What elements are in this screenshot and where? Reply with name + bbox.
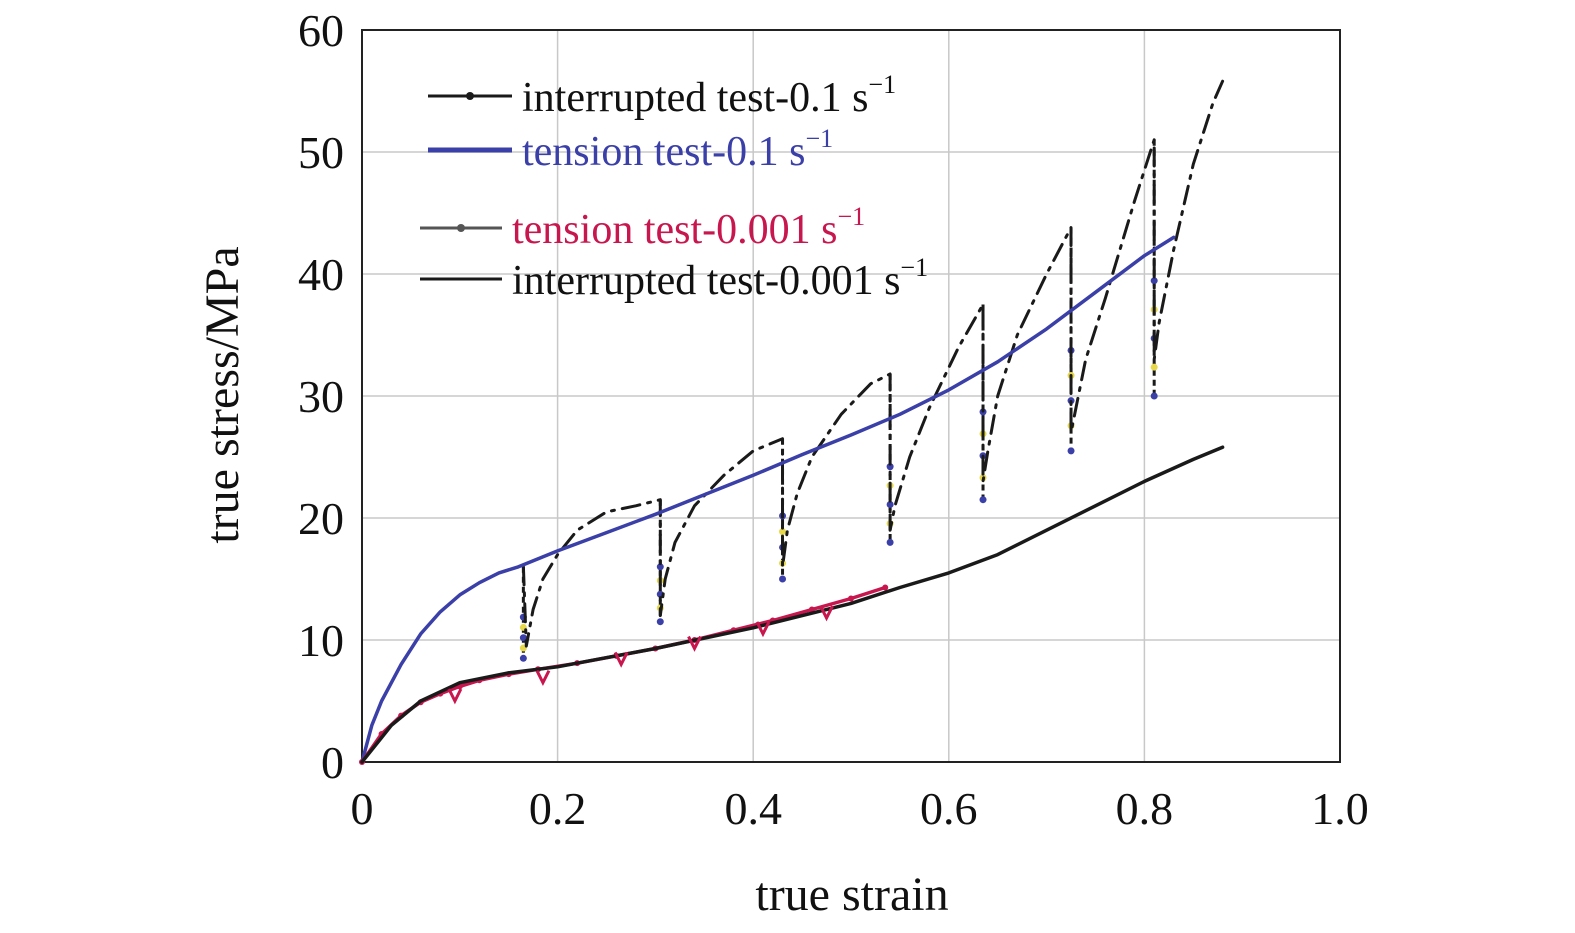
- drop-point: [1067, 447, 1075, 455]
- drop-point: [779, 528, 787, 536]
- plot-frame: [361, 29, 1341, 763]
- x-tick-label: 0.8: [1116, 783, 1174, 834]
- y-tick-label: 20: [298, 493, 344, 544]
- x-tick-label: 0.2: [529, 783, 587, 834]
- legend-exponent-0: −1: [868, 70, 896, 99]
- drop-point: [1150, 392, 1158, 400]
- drop-point: [1150, 277, 1158, 285]
- axis-ticks: 0 0.2 0.4 0.6 0.8 1.0 0 10 20 30 40 50 60: [298, 5, 1369, 834]
- drop-point: [656, 618, 664, 626]
- x-tick-label: 0: [351, 783, 374, 834]
- series-layer: [359, 79, 1225, 765]
- drop-point: [1150, 363, 1158, 371]
- drop-point: [519, 654, 527, 662]
- drop-point: [656, 563, 664, 571]
- legend-label-0: interrupted test-0.1 s−1: [522, 70, 896, 121]
- legend-exponent-3: −1: [900, 253, 928, 282]
- x-axis-title: true strain: [755, 868, 948, 921]
- y-tick-label: 10: [298, 615, 344, 666]
- unload-dip-marker: [687, 635, 702, 652]
- drop-point: [886, 501, 894, 509]
- series-point-2: [848, 595, 854, 602]
- drop-point: [979, 496, 987, 504]
- y-tick-label: 0: [321, 737, 344, 788]
- x-tick-label: 0.6: [920, 783, 978, 834]
- unload-dip-marker: [819, 605, 834, 622]
- x-tick-label: 1.0: [1311, 783, 1369, 834]
- legend-label-1: tension test-0.1 s−1: [522, 124, 833, 175]
- drop-point: [779, 575, 787, 583]
- y-tick-label: 40: [298, 249, 344, 300]
- grid-lines: [362, 30, 1340, 762]
- series-line-0: [521, 79, 1225, 648]
- series-point-2: [882, 584, 889, 591]
- y-tick-label: 30: [298, 371, 344, 422]
- drop-point: [886, 463, 894, 471]
- unload-dip-marker: [447, 688, 463, 705]
- legend-marker-2: [457, 224, 465, 232]
- unload-dip-marker: [613, 651, 629, 668]
- y-tick-label: 50: [298, 127, 344, 178]
- y-tick-label: 60: [298, 5, 344, 56]
- unload-dip-marker: [535, 670, 551, 687]
- series-line-3: [360, 445, 1225, 764]
- drop-point: [886, 538, 894, 546]
- legend-exponent-1: −1: [805, 124, 833, 153]
- y-axis-title: true stress/MPa: [196, 246, 249, 543]
- series-line-1: [360, 235, 1176, 764]
- unload-dip-marker: [755, 621, 771, 638]
- legend-label-2: tension test-0.001 s−1: [512, 202, 865, 253]
- legend-exponent-2: −1: [837, 202, 865, 231]
- x-tick-label: 0.4: [724, 783, 782, 834]
- legend-marker-0: [466, 92, 474, 100]
- legend-label-3: interrupted test-0.001 s−1: [512, 253, 928, 304]
- drop-point: [519, 634, 527, 642]
